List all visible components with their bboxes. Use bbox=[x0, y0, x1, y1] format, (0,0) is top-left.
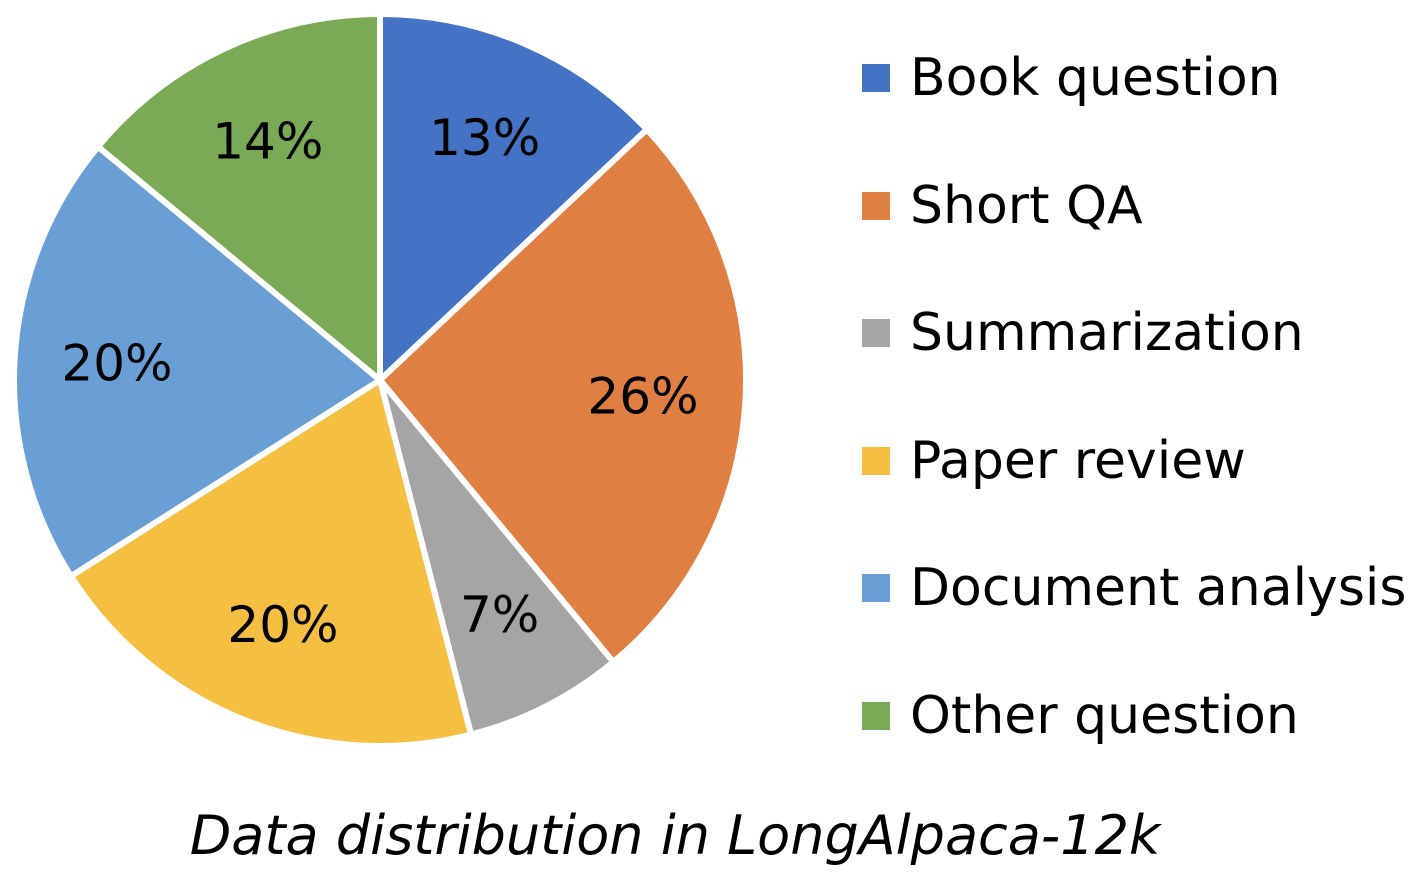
legend-swatch-short-qa bbox=[862, 191, 890, 220]
pie-slice-book-question bbox=[377, 11, 650, 383]
legend: Book question Short QA Summarization Pap… bbox=[862, 46, 1412, 812]
legend-item-short-qa: Short QA bbox=[862, 174, 1412, 238]
legend-item-document-analysis: Document analysis bbox=[862, 556, 1412, 620]
legend-label-summarization: Summarization bbox=[910, 303, 1304, 364]
legend-swatch-paper-review bbox=[862, 446, 890, 475]
legend-swatch-summarization bbox=[862, 319, 890, 348]
legend-swatch-document-analysis bbox=[862, 574, 890, 603]
data-label-other-question: 14% bbox=[212, 113, 323, 171]
pie-slice-other-question bbox=[94, 11, 383, 383]
pie-plot-area: 13% 26% 7% 20% 20% 14% bbox=[11, 11, 749, 749]
pie-data-labels: 13% 26% 7% 20% 20% 14% bbox=[61, 109, 698, 654]
legend-label-short-qa: Short QA bbox=[910, 175, 1143, 236]
legend-label-paper-review: Paper review bbox=[910, 430, 1246, 491]
data-label-document-analysis: 20% bbox=[61, 334, 172, 392]
data-label-book-question: 13% bbox=[429, 109, 540, 167]
pie-slice-summarization bbox=[377, 377, 617, 738]
pie-slice-document-analysis bbox=[11, 143, 383, 580]
data-label-paper-review: 20% bbox=[227, 596, 338, 654]
legend-item-book-question: Book question bbox=[862, 46, 1412, 110]
data-label-short-qa: 26% bbox=[587, 368, 698, 426]
legend-swatch-book-question bbox=[862, 64, 890, 92]
legend-item-other-question: Other question bbox=[862, 684, 1412, 748]
legend-label-document-analysis: Document analysis bbox=[910, 558, 1407, 619]
data-label-summarization: 7% bbox=[460, 586, 539, 644]
chart-title: Data distribution in LongAlpaca-12k bbox=[189, 804, 1161, 867]
legend-item-summarization: Summarization bbox=[862, 301, 1412, 365]
pie-slice-paper-review bbox=[67, 377, 475, 749]
legend-label-other-question: Other question bbox=[910, 685, 1299, 746]
legend-item-paper-review: Paper review bbox=[862, 429, 1412, 493]
legend-swatch-other-question bbox=[862, 701, 890, 730]
pie-slices bbox=[11, 11, 749, 749]
pie-slice-short-qa bbox=[377, 126, 749, 666]
legend-label-book-question: Book question bbox=[910, 48, 1281, 108]
